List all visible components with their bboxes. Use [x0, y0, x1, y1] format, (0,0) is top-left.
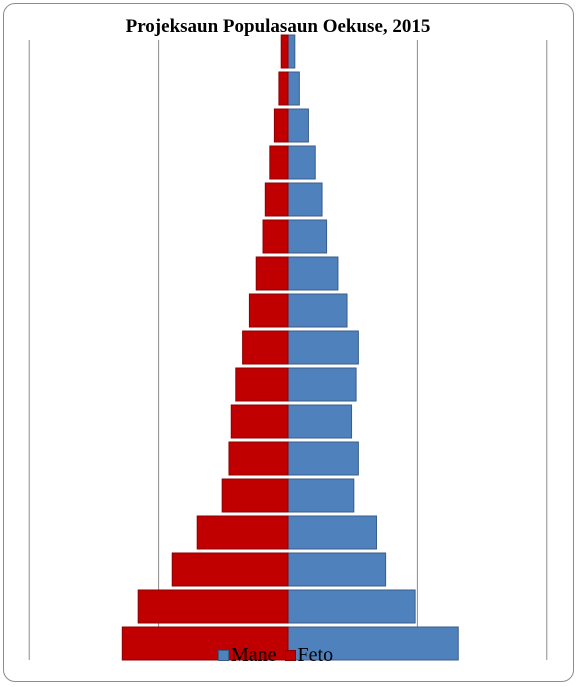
chart-title: Projeksaun Populasaun Oekuse, 2015 — [125, 16, 431, 37]
bar-feto-8 — [235, 367, 289, 402]
bar-feto-12 — [262, 219, 289, 254]
bar-feto-5 — [221, 478, 289, 513]
bar-mane-13 — [287, 182, 323, 217]
bar-mane-4 — [287, 515, 378, 550]
legend-swatch-feto — [284, 650, 296, 661]
bar-mane-2 — [287, 589, 416, 624]
bar-feto-14 — [269, 145, 289, 180]
bar-mane-8 — [287, 367, 357, 402]
bar-mane-3 — [287, 552, 387, 587]
bar-feto-3 — [171, 552, 289, 587]
bar-mane-12 — [287, 219, 328, 254]
bar-mane-6 — [287, 441, 359, 476]
bar-feto-13 — [264, 182, 289, 217]
bar-mane-11 — [287, 256, 339, 291]
legend-label-feto: Feto — [297, 644, 334, 666]
bars — [121, 34, 459, 661]
bar-mane-10 — [287, 293, 348, 328]
bar-mane-1 — [287, 626, 459, 661]
bar-feto-15 — [273, 108, 289, 143]
legend-label-mane: Mane — [231, 644, 277, 666]
bar-mane-5 — [287, 478, 355, 513]
bar-feto-1 — [121, 626, 289, 661]
gridlines — [28, 40, 548, 660]
bar-mane-14 — [287, 145, 316, 180]
bar-mane-9 — [287, 330, 359, 365]
bar-mane-15 — [287, 108, 309, 143]
bar-feto-16 — [278, 71, 289, 106]
bar-feto-11 — [255, 256, 289, 291]
bar-feto-2 — [137, 589, 289, 624]
legend-swatch-mane — [218, 650, 229, 661]
bar-feto-10 — [248, 293, 289, 328]
bar-mane-16 — [287, 71, 300, 106]
legend-item-mane: Mane — [218, 644, 277, 667]
bar-feto-7 — [230, 404, 289, 439]
bar-feto-17 — [280, 34, 289, 69]
legend: Mane Feto — [218, 644, 341, 667]
bar-feto-9 — [242, 330, 289, 365]
bar-mane-7 — [287, 404, 353, 439]
legend-item-feto: Feto — [284, 644, 334, 667]
bar-mane-17 — [287, 34, 296, 69]
bar-feto-6 — [228, 441, 289, 476]
bar-feto-4 — [196, 515, 289, 550]
